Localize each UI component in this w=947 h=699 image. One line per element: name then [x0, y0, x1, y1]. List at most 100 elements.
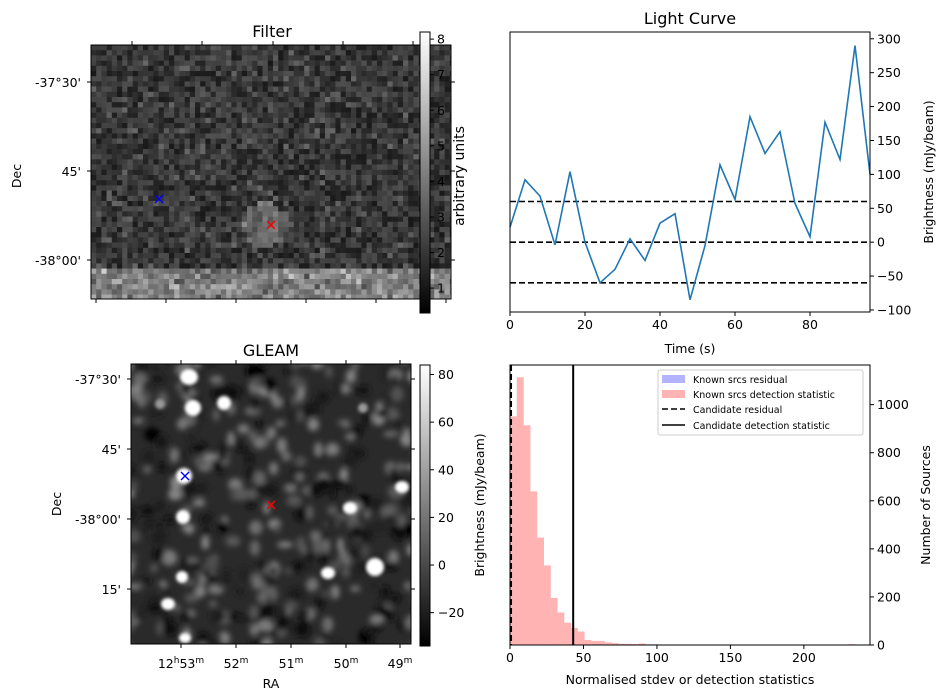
- filter-pixel: [335, 112, 341, 119]
- filter-pixel: [413, 263, 419, 269]
- filter-pixel: [101, 50, 107, 56]
- gleam-noise-blob: [315, 364, 325, 369]
- filter-pixel: [127, 154, 133, 160]
- filter-pixel: [226, 247, 232, 254]
- filter-pixel: [314, 143, 321, 150]
- filter-pixel: [273, 294, 279, 299]
- filter-pixel: [273, 258, 279, 264]
- filter-pixel: [309, 247, 315, 254]
- filter-pixel: [319, 65, 326, 72]
- filter-pixel: [101, 91, 107, 98]
- filter-pixel: [345, 247, 352, 254]
- filter-pixel: [221, 195, 227, 202]
- filter-pixel: [351, 195, 357, 202]
- filter-pixel: [169, 112, 175, 119]
- filter-pixel: [377, 242, 383, 249]
- filter-pixel: [96, 71, 102, 77]
- filter-pixel: [262, 164, 269, 171]
- filter-pixel: [179, 237, 185, 243]
- filter-pixel: [309, 86, 315, 93]
- filter-pixel: [449, 247, 451, 254]
- filter-pixel: [137, 268, 144, 275]
- filter-pixel: [117, 123, 123, 129]
- filter-pixel: [325, 143, 331, 150]
- filter-pixel: [236, 206, 243, 212]
- filter-pixel: [117, 195, 123, 202]
- filter-pixel: [189, 149, 196, 155]
- filter-pixel: [304, 263, 310, 269]
- gleam-noise-blob: [245, 465, 255, 480]
- filter-pixel: [122, 221, 128, 228]
- filter-pixel: [408, 195, 414, 202]
- filter-pixel: [392, 117, 399, 124]
- filter-pixel: [143, 102, 149, 108]
- filter-pixel: [169, 159, 175, 165]
- filter-pixel: [366, 273, 373, 280]
- filter-pixel: [444, 216, 451, 223]
- filter-pixel: [122, 279, 128, 285]
- gleam-noise-blob: [301, 403, 317, 418]
- filter-pixel: [319, 138, 326, 145]
- filter-pixel: [153, 97, 159, 103]
- filter-pixel: [158, 237, 165, 243]
- filter-pixel: [444, 258, 451, 264]
- filter-pixel: [413, 81, 419, 87]
- filter-pixel: [319, 227, 326, 233]
- filter-pixel: [205, 211, 211, 217]
- filter-pixel: [91, 76, 97, 82]
- filter-pixel: [262, 253, 269, 259]
- filter-pixel: [413, 107, 419, 113]
- filter-pixel: [221, 133, 227, 139]
- filter-pixel: [262, 143, 269, 150]
- filter-pixel: [366, 97, 373, 103]
- filter-pixel: [361, 128, 367, 134]
- filter-pixel: [226, 190, 232, 197]
- filter-pixel: [397, 143, 404, 150]
- filter-pixel: [158, 294, 165, 299]
- filter-pixel: [330, 180, 336, 186]
- filter-pixel: [377, 50, 383, 56]
- filter-pixel: [189, 279, 196, 285]
- filter-pixel: [371, 294, 378, 299]
- filter-pixel: [91, 71, 97, 77]
- filter-candidate-marker: [266, 220, 276, 230]
- filter-pixel: [200, 268, 206, 275]
- filter-pixel: [179, 91, 185, 98]
- filter-pixel: [267, 60, 274, 67]
- filter-pixel: [236, 128, 243, 134]
- filter-pixel: [325, 216, 331, 223]
- filter-pixel: [377, 216, 383, 223]
- filter-pixel: [304, 221, 310, 228]
- filter-pixel: [189, 86, 196, 93]
- detection-bar: [537, 537, 544, 645]
- filter-pixel: [106, 284, 113, 290]
- filter-pixel: [392, 221, 399, 228]
- filter-pixel: [195, 211, 201, 217]
- filter-pixel: [96, 50, 102, 56]
- filter-pixel: [340, 247, 347, 254]
- filter-pixel: [215, 289, 222, 295]
- filter-pixel: [111, 128, 118, 134]
- filter-pixel: [366, 50, 373, 56]
- filter-pixel: [221, 232, 227, 238]
- filter-pixel: [169, 273, 175, 280]
- filter-pixel: [101, 227, 107, 233]
- filter-pixel: [127, 45, 133, 51]
- filter-pixel: [273, 112, 279, 119]
- filter-pixel: [340, 284, 347, 290]
- filter-pixel: [273, 289, 279, 295]
- filter-pixel: [361, 55, 367, 61]
- filter-pixel: [392, 164, 399, 171]
- gleam-noise-blob: [245, 453, 254, 464]
- gleam-noise-blob: [285, 606, 292, 617]
- filter-pixel: [278, 159, 284, 165]
- filter-pixel: [231, 242, 237, 249]
- gleam-noise-blob: [164, 515, 175, 525]
- filter-pixel: [325, 211, 331, 217]
- filter-pixel: [293, 76, 300, 82]
- filter-pixel: [340, 123, 347, 129]
- filter-pixel: [267, 123, 274, 129]
- filter-pixel: [122, 273, 128, 280]
- filter-pixel: [382, 273, 388, 280]
- filter-pixel: [387, 76, 393, 82]
